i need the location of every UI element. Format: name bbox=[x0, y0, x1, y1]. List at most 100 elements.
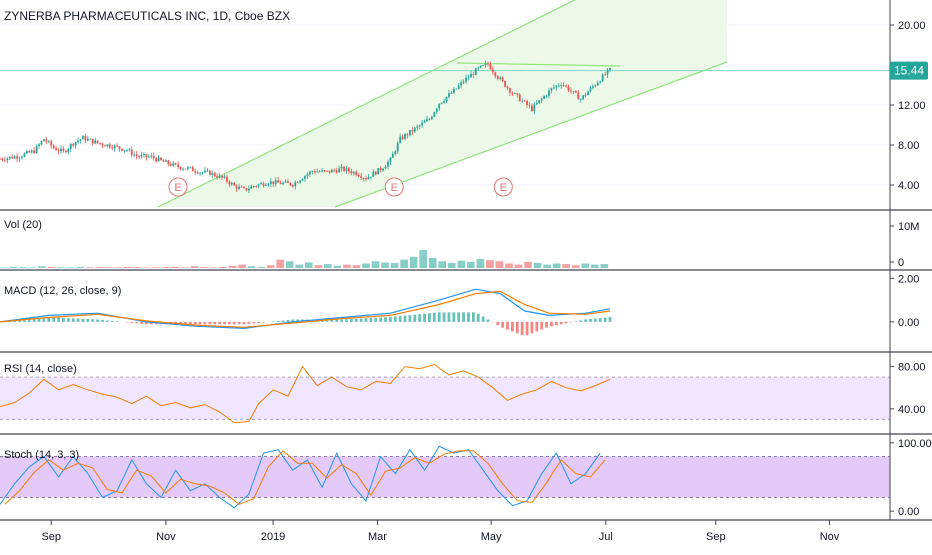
candle-body bbox=[507, 87, 509, 88]
volume-scale-label: 10M bbox=[898, 221, 919, 233]
candle-body bbox=[77, 141, 79, 142]
volume-bar bbox=[467, 262, 475, 268]
candle-body bbox=[87, 139, 89, 141]
rsi-label: RSI (14, close) bbox=[4, 363, 77, 375]
macd-histogram bbox=[3, 312, 611, 335]
candle-body bbox=[331, 170, 333, 173]
candle-body bbox=[211, 173, 213, 175]
candle-body bbox=[268, 184, 270, 185]
candle-body bbox=[494, 72, 496, 76]
macd-hist-bar bbox=[399, 316, 402, 322]
candle-body bbox=[516, 93, 518, 95]
macd-scale-label: 2.00 bbox=[898, 273, 919, 285]
time-scale-label: Nov bbox=[156, 531, 176, 543]
macd-hist-bar bbox=[545, 322, 548, 328]
earnings-marker-label: E bbox=[391, 182, 398, 194]
last-price-value: 15.44 bbox=[894, 64, 924, 78]
candle-body bbox=[490, 64, 492, 69]
candle-body bbox=[585, 95, 587, 96]
macd-hist-bar bbox=[247, 322, 250, 324]
macd-hist-bar bbox=[521, 322, 524, 335]
candle-body bbox=[436, 109, 438, 113]
candle-body bbox=[11, 157, 13, 159]
candle-body bbox=[475, 69, 477, 75]
candle-body bbox=[414, 128, 416, 132]
candle-body bbox=[529, 105, 531, 106]
candle-body bbox=[426, 119, 428, 121]
candle-body bbox=[548, 90, 550, 95]
candle-body bbox=[216, 176, 218, 178]
macd-hist-bar bbox=[477, 314, 480, 322]
candle-body bbox=[421, 123, 423, 126]
candle-body bbox=[519, 95, 521, 102]
price-scale[interactable]: 20.0016.0012.008.004.0010M02.000.0080.00… bbox=[890, 20, 932, 518]
price-scale-label: 20.00 bbox=[898, 20, 926, 32]
rsi-panel[interactable]: RSI (14, close) bbox=[0, 363, 890, 423]
volume-panel[interactable]: Vol (20) bbox=[0, 219, 608, 268]
candle-body bbox=[270, 181, 272, 184]
volume-bar bbox=[219, 267, 227, 268]
candle-body bbox=[429, 119, 431, 120]
macd-hist-bar bbox=[609, 317, 612, 322]
candle-body bbox=[138, 156, 140, 157]
candle-body bbox=[316, 172, 318, 173]
volume-bar bbox=[267, 265, 275, 268]
candle-body bbox=[380, 168, 382, 170]
candle-body bbox=[607, 70, 609, 75]
candle-body bbox=[448, 93, 450, 97]
volume-bar bbox=[305, 262, 313, 268]
candle-body bbox=[258, 184, 260, 186]
macd-hist-bar bbox=[199, 322, 202, 324]
candle-body bbox=[326, 171, 328, 172]
candle-body bbox=[9, 157, 11, 159]
candle-body bbox=[512, 93, 514, 94]
volume-bar bbox=[458, 261, 466, 268]
candle-body bbox=[194, 171, 196, 172]
volume-bar bbox=[524, 262, 532, 268]
candle-body bbox=[365, 178, 367, 179]
candle-body bbox=[355, 172, 357, 175]
volume-bar bbox=[286, 261, 294, 268]
volume-bar bbox=[295, 265, 303, 268]
volume-bar bbox=[600, 264, 608, 268]
macd-hist-bar bbox=[243, 322, 246, 324]
volume-bar bbox=[343, 265, 351, 268]
candle-body bbox=[350, 171, 352, 173]
volume-bar bbox=[229, 266, 237, 268]
candle-body bbox=[165, 160, 167, 161]
time-scale-label: Mar bbox=[368, 531, 387, 543]
macd-panel[interactable]: MACD (12, 26, close, 9) bbox=[0, 285, 611, 335]
candle-body bbox=[275, 180, 277, 184]
stoch-panel[interactable]: Stoch (14, 3, 3) bbox=[0, 446, 890, 508]
macd-hist-bar bbox=[374, 318, 377, 322]
macd-hist-bar bbox=[452, 312, 455, 322]
macd-hist-bar bbox=[82, 319, 85, 322]
candle-body bbox=[24, 153, 26, 156]
candle-body bbox=[282, 183, 284, 184]
volume-scale-label: 0 bbox=[898, 257, 904, 269]
candle-body bbox=[592, 86, 594, 87]
macd-hist-bar bbox=[204, 322, 207, 324]
volume-bar bbox=[67, 267, 75, 268]
candle-body bbox=[424, 121, 426, 122]
macd-scale-label: 0.00 bbox=[898, 317, 919, 329]
macd-hist-bar bbox=[96, 319, 99, 321]
candle-body bbox=[248, 189, 250, 191]
candle-body bbox=[163, 160, 165, 162]
candle-body bbox=[487, 64, 489, 65]
candle-body bbox=[207, 171, 209, 172]
candle-body bbox=[197, 172, 199, 173]
candle-body bbox=[38, 144, 40, 146]
macd-hist-bar bbox=[130, 322, 133, 323]
candle-body bbox=[255, 186, 257, 187]
candle-body bbox=[82, 136, 84, 139]
candle-body bbox=[0, 159, 1, 160]
candle-body bbox=[502, 78, 504, 81]
macd-hist-bar bbox=[345, 319, 348, 322]
macd-hist-bar bbox=[438, 312, 441, 322]
volume-bar bbox=[114, 267, 122, 268]
candle-body bbox=[319, 172, 321, 173]
